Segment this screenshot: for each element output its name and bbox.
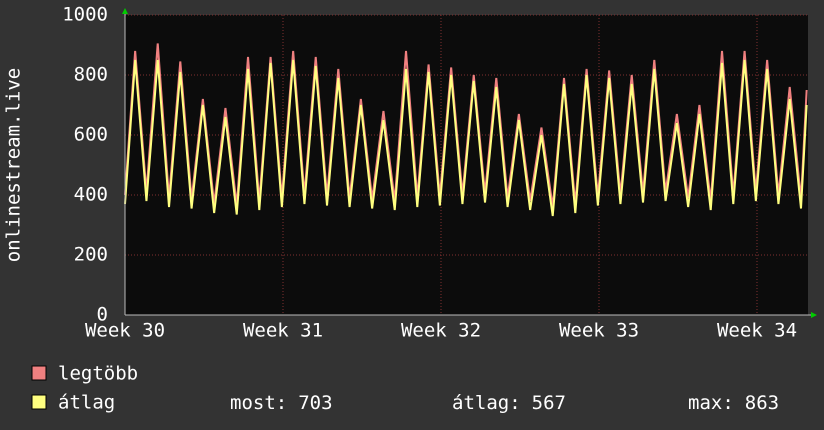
x-tick-label: Week 31 xyxy=(243,320,323,342)
y-tick-label: 1000 xyxy=(62,4,108,26)
y-arrow xyxy=(122,8,128,14)
y-tick-label: 600 xyxy=(74,124,108,146)
y-tick-label: 0 xyxy=(97,304,108,326)
y-tick-label: 400 xyxy=(74,184,108,206)
stat-label: most: xyxy=(230,392,287,414)
stat: most: 703 xyxy=(230,392,333,414)
stat-label: max: xyxy=(688,392,734,414)
y-tick-label: 800 xyxy=(74,64,108,86)
stat-value: 703 xyxy=(298,392,332,414)
stat-label: átlag: xyxy=(452,392,521,414)
x-arrow xyxy=(811,312,817,318)
stat-value: 863 xyxy=(745,392,779,414)
stat-value: 567 xyxy=(532,392,566,414)
x-tick-label: Week 30 xyxy=(85,320,165,342)
legend-swatch xyxy=(31,394,47,410)
series-line xyxy=(124,59,808,217)
y-tick-label: 200 xyxy=(74,244,108,266)
legend-label: átlag xyxy=(58,392,115,414)
stat: átlag: 567 xyxy=(452,392,566,414)
x-tick-label: Week 33 xyxy=(559,320,639,342)
legend-label: legtöbb xyxy=(58,363,138,385)
stat: max: 863 xyxy=(688,392,779,414)
x-tick-label: Week 34 xyxy=(717,320,797,342)
legend-swatch xyxy=(31,365,47,381)
y-axis-title: onlinestream.live xyxy=(3,68,25,262)
x-tick-label: Week 32 xyxy=(401,320,481,342)
